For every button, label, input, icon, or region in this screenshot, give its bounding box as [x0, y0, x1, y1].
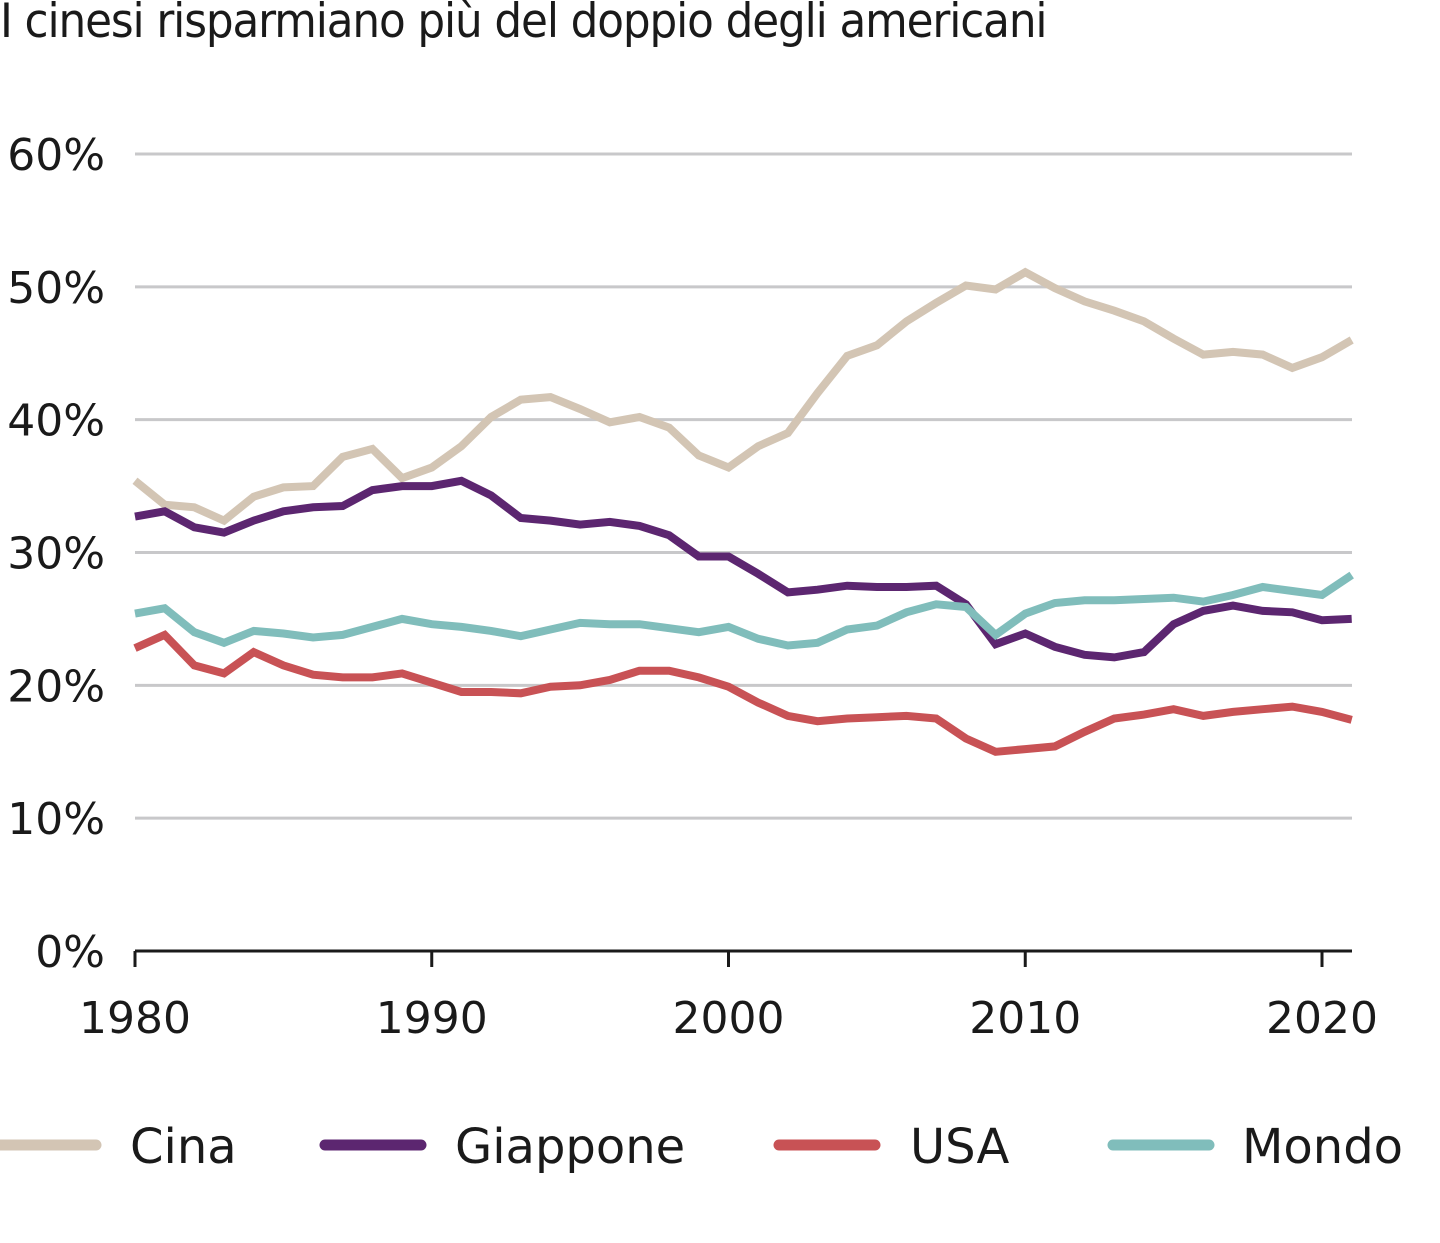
legend-label: Cina — [130, 1119, 237, 1175]
chart-title: I cinesi risparmiano più del doppio degl… — [0, 0, 1048, 49]
legend-label: Giappone — [455, 1119, 685, 1175]
x-tick-label: 1980 — [79, 993, 191, 1044]
series-line-cina — [132, 267, 1354, 526]
series-line-giappone — [134, 476, 1352, 662]
y-tick-label: 50% — [7, 263, 105, 314]
legend-item-cina: Cina — [0, 1119, 237, 1175]
y-tick-label: 10% — [7, 794, 105, 845]
y-tick-label: 30% — [7, 529, 105, 580]
y-tick-label: 40% — [7, 396, 105, 447]
series-line-mondo — [134, 571, 1354, 650]
y-tick-label: 60% — [7, 130, 105, 181]
series-lines — [132, 267, 1354, 756]
x-axis: 1980 1990 2000 2010 2020 — [79, 949, 1378, 1044]
gridlines — [135, 152, 1352, 820]
legend-item-mondo: Mondo — [1107, 1119, 1403, 1175]
x-tick-label: 2020 — [1266, 993, 1378, 1044]
x-tick-label: 1990 — [376, 993, 488, 1044]
legend-item-usa: USA — [773, 1119, 1009, 1175]
x-tick-label: 2010 — [969, 993, 1081, 1044]
y-tick-label: 0% — [35, 927, 105, 978]
legend: Cina Giappone USA Mondo — [0, 1119, 1403, 1175]
legend-item-giappone: Giappone — [319, 1119, 685, 1175]
y-axis-labels: 0% 10% 20% 30% 40% 50% 60% — [7, 130, 105, 978]
x-tick-label: 2000 — [673, 993, 785, 1044]
legend-label: USA — [910, 1119, 1009, 1175]
legend-label: Mondo — [1242, 1119, 1403, 1175]
series-line-usa — [133, 630, 1353, 756]
y-tick-label: 20% — [7, 661, 105, 712]
